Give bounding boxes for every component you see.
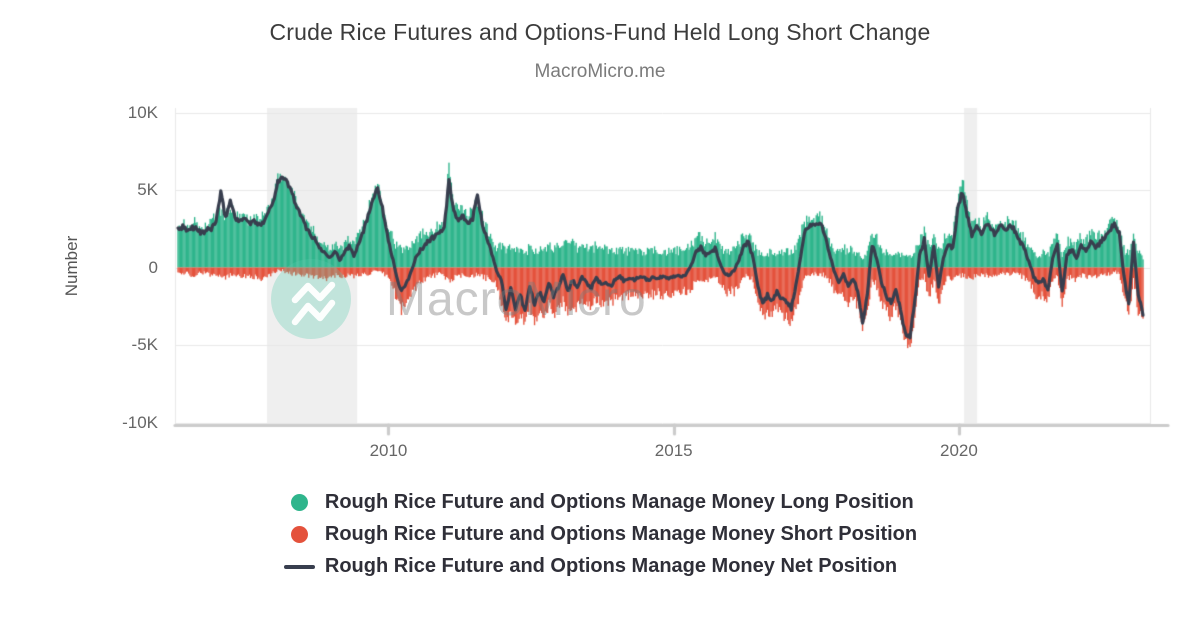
chart-subtitle: MacroMicro.me (534, 61, 666, 82)
legend: Rough Rice Future and Options Manage Mon… (0, 491, 1200, 578)
x-axis-tick-label: 2015 (654, 441, 693, 460)
x-axis-tick-label: 2010 (369, 441, 408, 460)
y-axis-tick-label: 10K (127, 102, 158, 122)
legend-line-marker-icon (283, 564, 317, 569)
y-axis-tick-label: 5K (137, 180, 158, 199)
legend-dot-icon (283, 494, 317, 511)
legend-item-label: Rough Rice Future and Options Manage Mon… (324, 491, 914, 513)
legend-item-label: Rough Rice Future and Options Manage Mon… (324, 555, 898, 577)
y-axis-tick-label: -10K (122, 412, 158, 432)
y-axis-title: Number (62, 235, 81, 297)
y-axis-tick-label: -5K (131, 335, 158, 354)
legend-dot-icon (283, 526, 317, 543)
chart-title: Crude Rice Futures and Options-Fund Held… (269, 19, 931, 45)
legend-item[interactable]: Rough Rice Future and Options Manage Mon… (283, 491, 917, 514)
legend-item[interactable]: Rough Rice Future and Options Manage Mon… (283, 555, 917, 578)
legend-item[interactable]: Rough Rice Future and Options Manage Mon… (283, 523, 917, 546)
legend-item-label: Rough Rice Future and Options Manage Mon… (324, 523, 918, 545)
y-axis-tick-label: 0 (148, 257, 158, 277)
x-axis-tick-label: 2020 (940, 441, 978, 460)
